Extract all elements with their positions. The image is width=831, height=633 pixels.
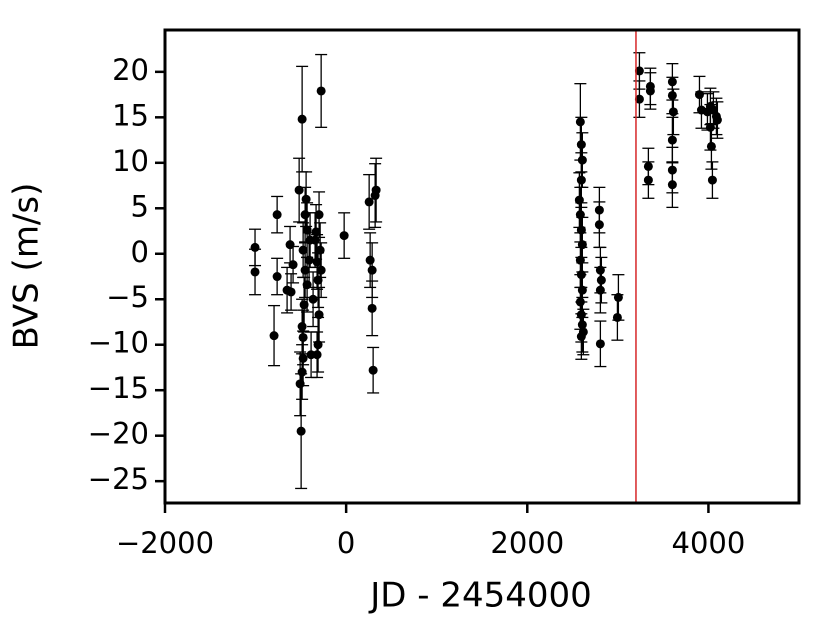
point (707, 175, 717, 185)
point (634, 66, 644, 76)
point (368, 365, 378, 375)
y-tick-label: −5 (106, 280, 149, 314)
point (634, 94, 644, 104)
point (595, 339, 605, 349)
point (288, 260, 298, 270)
plot-frame (163, 28, 801, 505)
point (576, 140, 586, 150)
point (643, 175, 653, 185)
point (314, 310, 324, 320)
point (298, 245, 308, 255)
point (667, 180, 677, 190)
point (712, 115, 722, 125)
point (299, 300, 309, 310)
point (594, 220, 604, 230)
point (312, 350, 322, 360)
y-tick-label: 15 (112, 98, 149, 132)
y-tick-label: 20 (112, 53, 149, 87)
x-tick-label: 2000 (490, 526, 564, 560)
y-tick-label: 5 (131, 189, 149, 223)
x-tick-label: 0 (337, 526, 355, 560)
point (705, 122, 715, 132)
y-tick-label: 10 (112, 144, 149, 178)
y-tick-label: −10 (88, 326, 149, 360)
point (371, 185, 381, 195)
point (316, 86, 326, 96)
point (272, 272, 282, 282)
point (364, 197, 374, 207)
point (612, 312, 622, 322)
y-tick-label: −20 (88, 417, 149, 451)
x-tick-label: 4000 (672, 526, 746, 560)
point (269, 331, 279, 341)
point (575, 297, 585, 307)
point (339, 231, 349, 241)
x-tick-label: −2000 (116, 526, 214, 560)
point (304, 255, 314, 265)
point (576, 175, 586, 185)
point (316, 265, 326, 275)
point (297, 114, 307, 124)
point (311, 227, 321, 237)
point (272, 210, 282, 220)
point (367, 265, 377, 275)
point (578, 327, 588, 337)
point (668, 107, 678, 117)
point (667, 135, 677, 145)
point (301, 194, 311, 204)
point (577, 320, 587, 330)
point (595, 285, 605, 295)
point (575, 117, 585, 127)
point (296, 426, 306, 436)
y-tick-label: 0 (131, 235, 149, 269)
point (297, 367, 307, 377)
point (367, 303, 377, 313)
point (308, 294, 318, 304)
point (577, 155, 587, 165)
point (286, 287, 296, 297)
y-tick-label: −15 (88, 371, 149, 405)
point (297, 322, 307, 332)
point (315, 245, 325, 255)
point (365, 255, 375, 265)
y-axis-label: BVS (m/s) (7, 183, 47, 350)
point (706, 141, 716, 151)
point (667, 90, 677, 100)
point (645, 86, 655, 96)
x-axis-label: JD - 2454000 (368, 576, 592, 616)
point (250, 267, 260, 277)
point (300, 210, 310, 220)
point (298, 332, 308, 342)
point (596, 275, 606, 285)
y-tick-label: −25 (88, 462, 149, 496)
point (314, 210, 324, 220)
